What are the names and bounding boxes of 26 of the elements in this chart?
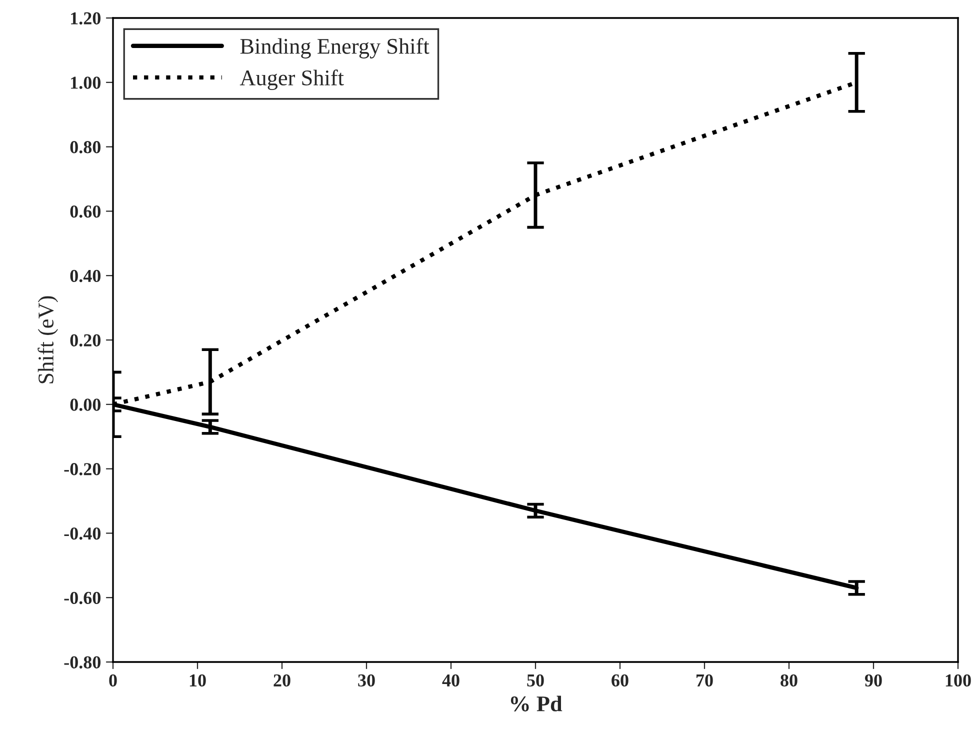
y-tick-label: -0.80 xyxy=(64,656,101,669)
y-tick-label: 1.20 xyxy=(71,12,101,25)
y-tick-label: 1.00 xyxy=(71,76,101,89)
x-tick-label: 90 xyxy=(864,674,882,687)
x-tick-label: 0 xyxy=(109,674,117,687)
x-tick-label: 10 xyxy=(190,674,206,687)
y-tick-label: 0.40 xyxy=(70,270,101,282)
x-tick-label: 20 xyxy=(274,674,290,687)
x-axis-title: % Pd xyxy=(510,696,562,712)
y-tick-label: -0.20 xyxy=(64,463,101,476)
y-tick-label: 0.00 xyxy=(70,398,101,411)
x-tick-label: 70 xyxy=(696,674,713,687)
x-tick-label: 30 xyxy=(358,674,375,687)
x-tick-label: 50 xyxy=(527,674,544,687)
y-tick-label: 0.20 xyxy=(70,334,101,347)
y-axis-title: Shift (eV) xyxy=(38,296,58,384)
legend-label: Binding Energy Shift xyxy=(240,38,430,58)
y-tick-label: -0.40 xyxy=(64,527,101,540)
y-tick-label: 0.80 xyxy=(70,141,101,154)
legend-label: Auger Shift xyxy=(240,70,344,90)
x-tick-label: 40 xyxy=(442,674,460,687)
x-tick-label: 100 xyxy=(946,674,971,687)
y-tick-label: -0.60 xyxy=(64,592,101,604)
y-tick-label: 0.60 xyxy=(70,205,101,218)
x-tick-label: 60 xyxy=(612,674,628,687)
x-tick-label: 80 xyxy=(780,674,798,687)
